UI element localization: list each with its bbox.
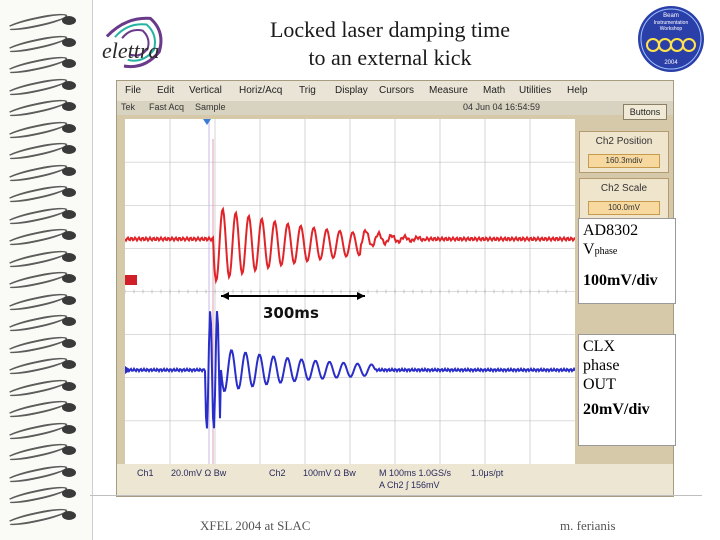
- ch2-scale-value[interactable]: 100.0mV: [588, 201, 660, 215]
- slide-title: Locked laser damping time to an external…: [230, 16, 550, 72]
- ch2-marker: [125, 275, 137, 285]
- ch1-trace: [124, 311, 576, 429]
- spiral-ring: [5, 462, 82, 485]
- scope-readout-bar: Ch1 20.0mV Ω Bw Ch2 100mV Ω Bw M 100ms 1…: [117, 464, 673, 496]
- clx-annotation: CLX phase OUT 20mV/div: [578, 334, 676, 446]
- ch1-scale: 20.0mV Ω Bw: [171, 468, 227, 478]
- clx-line-3: OUT: [583, 376, 616, 393]
- spiral-ring: [5, 376, 82, 399]
- status-acq-mode: Fast Acq: [149, 102, 185, 112]
- footer-divider: [90, 495, 702, 496]
- svg-text:2004: 2004: [664, 60, 678, 66]
- spiral-ring: [5, 440, 82, 464]
- elettra-logo: elettra: [98, 14, 178, 72]
- spiral-ring: [5, 505, 82, 528]
- spiral-ring: [5, 290, 82, 313]
- spiral-ring: [5, 419, 82, 442]
- ch2-scale: 100mV Ω Bw: [303, 468, 356, 478]
- interval-label: 300ms: [263, 304, 319, 322]
- title-line-2: to an external kick: [308, 45, 472, 70]
- spiral-ring: [5, 397, 82, 421]
- spiral-ring: [5, 75, 82, 98]
- svg-text:Instrumentation: Instrumentation: [654, 20, 689, 26]
- spiral-ring: [5, 96, 82, 120]
- spiral-ring: [5, 53, 82, 77]
- spiral-ring: [5, 268, 82, 292]
- ch1-marker: [125, 366, 131, 374]
- record-rate: 1.0μs/pt: [471, 468, 504, 478]
- buttons-button[interactable]: Buttons: [623, 104, 667, 120]
- menu-item-vertical[interactable]: Vertical: [189, 85, 222, 96]
- menu-item-measure[interactable]: Measure: [429, 85, 468, 96]
- spiral-ring: [5, 225, 82, 249]
- clx-scale: 20mV/div: [583, 401, 650, 418]
- trigger-marker: [203, 119, 211, 125]
- waveform-plot: [124, 119, 576, 464]
- ch2-position-value[interactable]: 160.3mdiv: [588, 154, 660, 168]
- svg-text:Beam: Beam: [663, 13, 679, 19]
- ad8302-subscript: phase: [594, 246, 618, 257]
- menu-item-math[interactable]: Math: [483, 85, 506, 96]
- menu-item-edit[interactable]: Edit: [157, 85, 175, 96]
- spiral-ring: [5, 10, 82, 34]
- spiral-ring: [5, 139, 82, 163]
- status-datetime: 04 Jun 04 16:54:59: [463, 102, 541, 112]
- interval-arrow-head-left: [221, 292, 229, 300]
- svg-text:Workshop: Workshop: [660, 26, 683, 32]
- spiral-ring: [5, 354, 82, 378]
- ch2-label: Ch2: [269, 468, 286, 478]
- ch2-trace: [124, 206, 576, 285]
- scope-statusbar: Tek Fast Acq Sample 04 Jun 04 16:54:59: [117, 101, 673, 115]
- workshop-logo: Beam Instrumentation Workshop 2004: [636, 4, 706, 74]
- ch2-position-title: Ch2 Position: [595, 136, 653, 147]
- ch2-scale-title: Ch2 Scale: [600, 183, 648, 194]
- menu-item-utilities[interactable]: Utilities: [519, 85, 552, 96]
- trigger-setting: A Ch2 ∫ 156mV: [379, 480, 440, 490]
- menu-item-horizacq[interactable]: Horiz/Acq: [239, 85, 283, 96]
- ch2-scale-control[interactable]: Ch2 Scale 100.0mV: [579, 178, 669, 220]
- spiral-ring: [5, 118, 82, 141]
- scope-display: [124, 119, 576, 464]
- menu-item-display[interactable]: Display: [335, 85, 368, 96]
- footer-event: XFEL 2004 at SLAC: [200, 518, 311, 533]
- spiral-ring: [5, 311, 82, 335]
- ch2-position-control[interactable]: Ch2 Position 160.3mdiv: [579, 131, 669, 173]
- timebase: M 100ms 1.0GS/s: [379, 468, 452, 478]
- ad8302-scale: 100mV/div: [583, 272, 658, 289]
- menu-item-trig[interactable]: Trig: [299, 85, 316, 96]
- menu-item-help[interactable]: Help: [567, 85, 588, 96]
- spiral-binding: [0, 0, 93, 540]
- scope-menubar: File Edit Vertical Horiz/Acq Trig Display Curs…: [117, 81, 673, 101]
- spiral-ring: [5, 182, 82, 206]
- status-tek: Tek: [121, 102, 136, 112]
- ad8302-v: V: [583, 241, 595, 258]
- clx-line-1: CLX: [583, 338, 615, 355]
- footer-author: m. ferianis: [560, 518, 616, 533]
- spiral-ring: [5, 483, 82, 507]
- spiral-ring: [5, 333, 82, 356]
- interval-arrow-head-right: [357, 292, 365, 300]
- clx-line-2: phase: [583, 357, 620, 374]
- svg-text:elettra: elettra: [102, 38, 159, 63]
- spiral-ring: [5, 32, 82, 55]
- ad8302-title: AD8302: [583, 222, 639, 239]
- menu-item-cursors[interactable]: Cursors: [379, 85, 415, 96]
- spiral-ring: [5, 161, 82, 184]
- side-controls: Ch2 Position 160.3mdiv Ch2 Scale 100.0mV: [579, 131, 669, 225]
- ch1-label: Ch1: [137, 468, 154, 478]
- ad8302-annotation: AD8302 Vphase 100mV/div: [578, 218, 676, 304]
- spiral-ring: [5, 247, 82, 270]
- spiral-ring: [5, 204, 82, 227]
- title-line-1: Locked laser damping time: [269, 17, 511, 42]
- status-sample: Sample: [195, 102, 226, 112]
- menu-item-file[interactable]: File: [125, 85, 142, 96]
